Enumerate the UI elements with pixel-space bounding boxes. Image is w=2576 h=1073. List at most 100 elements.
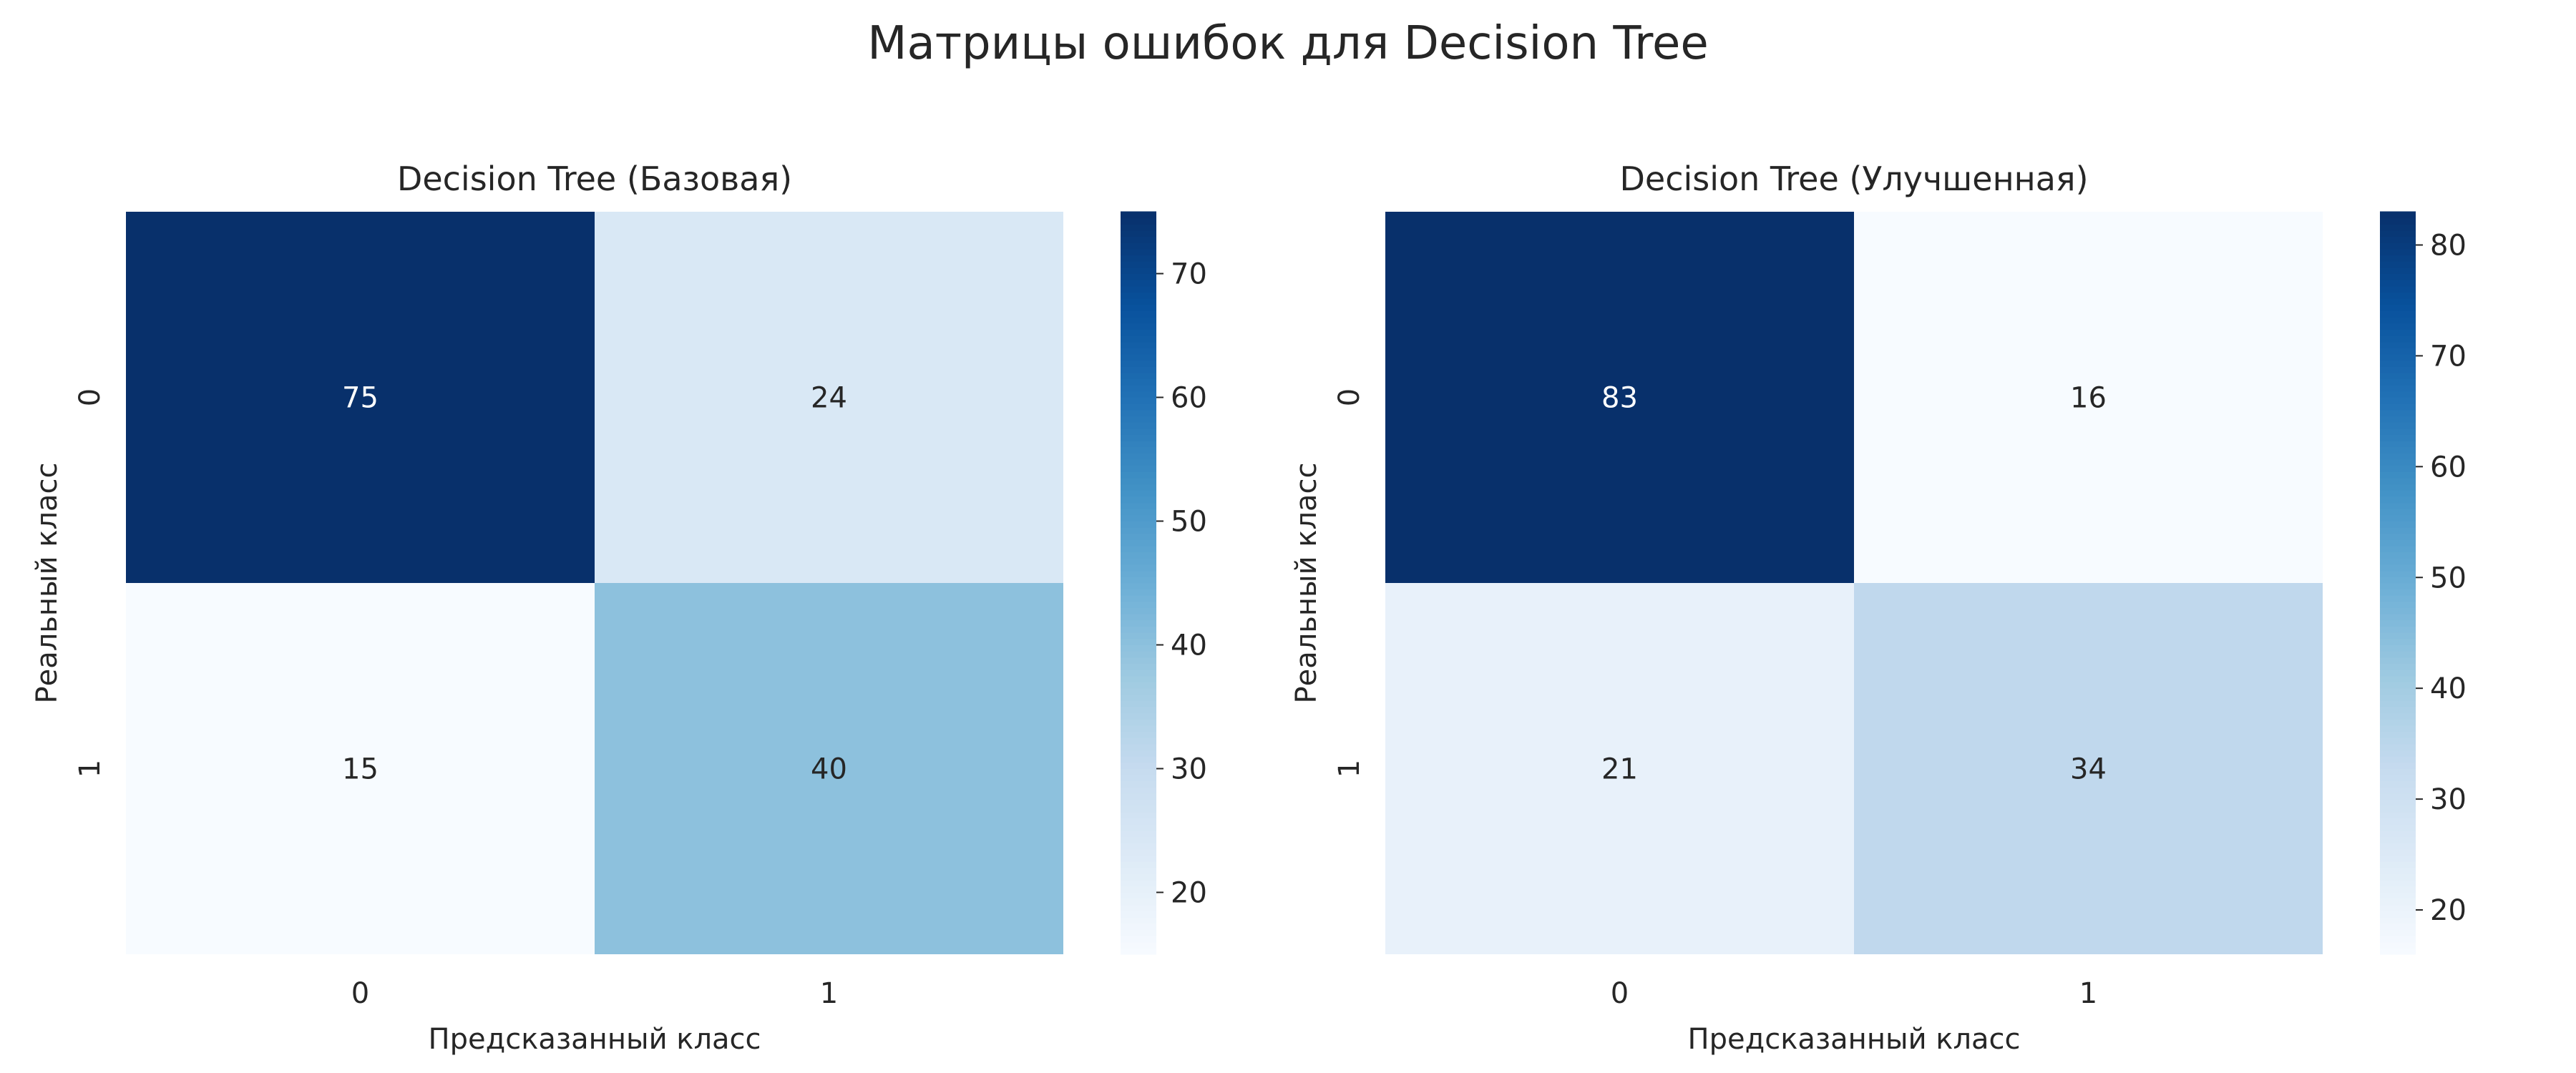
colorbar-segment (1121, 391, 1156, 398)
colorbar-segment (1121, 786, 1156, 794)
colorbar-segment (1121, 910, 1156, 918)
colorbar-segment (1121, 279, 1156, 287)
colorbar-segment (2380, 589, 2416, 596)
colorbar-segment (1121, 694, 1156, 701)
colorbar-segment (1121, 662, 1156, 670)
y-tick-label: 0 (1333, 388, 1366, 406)
colorbar-segment (2380, 304, 2416, 311)
colorbar-segment (1121, 589, 1156, 596)
colorbar-segment (2380, 353, 2416, 361)
colorbar-segment (1121, 298, 1156, 305)
colorbar-segment (2380, 415, 2416, 423)
colorbar-segment (2380, 397, 2416, 404)
cell-value-label: 15 (342, 753, 379, 786)
colorbar-tick-label: 40 (1171, 629, 1207, 662)
colorbar-segment (2380, 935, 2416, 943)
colorbar-segment (1121, 273, 1156, 280)
heatmap-cell (1385, 583, 1854, 954)
colorbar-segment (2380, 298, 2416, 305)
heatmap-cell (595, 583, 1063, 954)
colorbar-segment (1121, 601, 1156, 609)
colorbar-segment (1121, 211, 1156, 219)
y-tick-label: 0 (74, 388, 107, 406)
colorbar-segment (1121, 607, 1156, 614)
colorbar-segment (1121, 310, 1156, 318)
colorbar-segment (2380, 830, 2416, 838)
colorbar-segment (1121, 421, 1156, 429)
colorbar-segment (2380, 706, 2416, 714)
colorbar-segment (2380, 514, 2416, 521)
colorbar-segment (2380, 366, 2416, 373)
colorbar-segment (1121, 489, 1156, 497)
colorbar-segment (2380, 335, 2416, 343)
colorbar-segment (2380, 657, 2416, 664)
colorbar-segment (2380, 378, 2416, 386)
colorbar-segment (1121, 867, 1156, 875)
colorbar-segment (1121, 848, 1156, 856)
cell-value-label: 83 (1601, 382, 1638, 415)
colorbar-segment (2380, 898, 2416, 906)
colorbar-segment (1121, 366, 1156, 373)
colorbar-segment (1121, 755, 1156, 763)
colorbar-segment (1121, 576, 1156, 584)
colorbar-segment (2380, 564, 2416, 572)
colorbar-segment (1121, 415, 1156, 423)
cell-value-label: 21 (1601, 753, 1638, 786)
colorbar-segment (2380, 452, 2416, 460)
colorbar-segment (2380, 923, 2416, 930)
colorbar-segment (2380, 323, 2416, 330)
colorbar-segment (1121, 712, 1156, 720)
colorbar-segment (2380, 316, 2416, 324)
heatmap-cell (595, 212, 1063, 583)
colorbar-segment (2380, 341, 2416, 348)
colorbar-segment (1121, 223, 1156, 231)
colorbar-segment (1121, 650, 1156, 658)
colorbar-segment (2380, 471, 2416, 479)
colorbar-segment (2380, 403, 2416, 411)
colorbar-segment (1121, 260, 1156, 268)
colorbar-segment (1121, 267, 1156, 274)
colorbar-segment (1121, 335, 1156, 343)
colorbar-segment (1121, 718, 1156, 726)
colorbar-segment (1121, 879, 1156, 887)
colorbar-segment (2380, 737, 2416, 745)
colorbar-segment (1121, 818, 1156, 825)
colorbar-segment (2380, 947, 2416, 955)
colorbar-segment (1121, 657, 1156, 664)
colorbar-segment (1121, 459, 1156, 466)
colorbar-segment (1121, 471, 1156, 479)
heatmap-panel-1: Decision Tree (Базовая) 75 24 15 40 0 1 0 1 Предс… (31, 160, 1207, 1056)
figure-suptitle: Матрицы ошибок для Decision Tree (867, 17, 1708, 70)
colorbar-segment (1121, 323, 1156, 330)
colorbar-segment (1121, 446, 1156, 454)
heatmap-panel-2: Decision Tree (Улучшенная) 83 16 21 34 0 1 0 1 Пр… (1290, 160, 2467, 1056)
colorbar-segment (1121, 496, 1156, 504)
colorbar-segment (2380, 848, 2416, 856)
colorbar-segment (1121, 594, 1156, 602)
colorbar-segment (1121, 552, 1156, 559)
colorbar-segment (2380, 793, 2416, 800)
colorbar-segment (2380, 675, 2416, 682)
colorbar-segment (2380, 607, 2416, 614)
colorbar-segment (2380, 662, 2416, 670)
colorbar-segment (1121, 384, 1156, 392)
y-axis-label: Реальный класс (1290, 462, 1323, 703)
colorbar-tick-label: 70 (2430, 340, 2467, 373)
colorbar-segment (2380, 360, 2416, 367)
colorbar-tick-label: 80 (2430, 229, 2467, 262)
colorbar-tick-label: 60 (1171, 382, 1207, 415)
colorbar-segment (2380, 285, 2416, 293)
colorbar-segment (2380, 638, 2416, 645)
colorbar-segment (2380, 582, 2416, 590)
colorbar-segment (1121, 700, 1156, 707)
heatmap-cell (1854, 212, 2323, 583)
colorbar-segment (1121, 409, 1156, 416)
colorbar-segment (2380, 645, 2416, 652)
colorbar-segment (2380, 576, 2416, 584)
colorbar-segment (1121, 886, 1156, 893)
colorbar-segment (2380, 421, 2416, 429)
colorbar-segment (1121, 465, 1156, 472)
colorbar-segment (2380, 873, 2416, 881)
colorbar-segment (2380, 904, 2416, 911)
colorbar-segment (2380, 687, 2416, 695)
